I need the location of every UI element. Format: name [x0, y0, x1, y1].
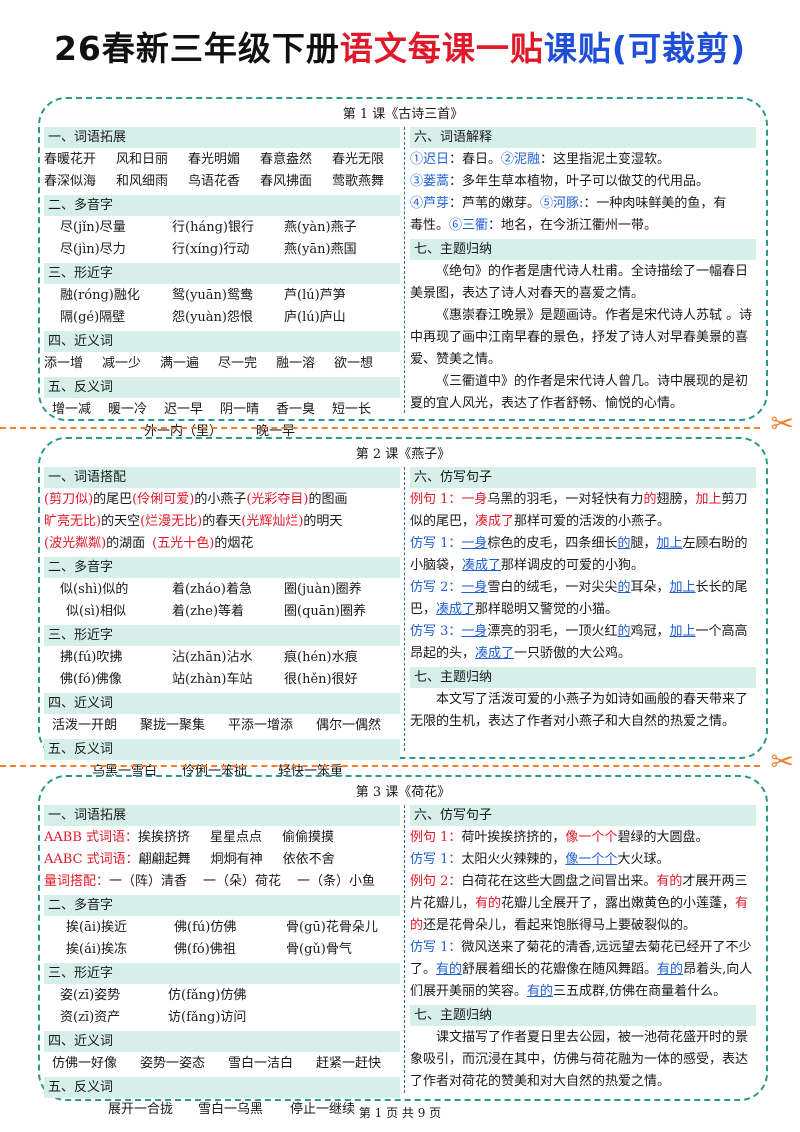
lesson1-right-column: 六、词语解释 ①迟日：春日。②泥融：这里指泥土变湿软。 ③蒌蒿：多年生草本植物，… — [410, 125, 756, 415]
explain-row: ③蒌蒿：多年生草本植物，叶子可以做艾的代用品。 — [410, 174, 710, 189]
similar-char-row: 姿(zī)姿势 仿(fǎng)仿佛 — [60, 988, 247, 1003]
synonym-row: 活泼一开朗 聚拢一聚集 平添一增添 偶尔一偶然 — [52, 718, 382, 733]
section-heading: 一、词语拓展 — [44, 805, 400, 826]
imitation-sentence: 仿写 2：一身雪白的绒毛，一对尖尖的耳朵，加上长长的尾巴，凑成了那样聪明又警觉的… — [410, 580, 748, 617]
polyphone-row: 似(shì)似的 着(zháo)着急 圈(juàn)圈养 — [60, 582, 362, 597]
section-heading: 六、仿写句子 — [410, 805, 756, 826]
match-row: 旷亮无比)的天空 (烂漫无比)的春天 (光辉灿烂)的明天 — [44, 514, 343, 529]
theme-paragraph: 本文写了活泼可爱的小燕子为如诗如画般的春天带来了无限的生机，表达了作者对小燕子和… — [410, 692, 749, 729]
title-part-3: 课贴(可裁剪) — [543, 29, 747, 68]
theme-paragraph: 《三衢道中》的作者是宋代诗人曾几。诗中展现的是初夏的宜人风光，表达了作者舒畅、愉… — [410, 374, 749, 411]
section-heading: 二、多音字 — [44, 195, 400, 216]
column-divider — [404, 805, 405, 1093]
lesson1-card: 第 1 课《古诗三首》 一、词语拓展 春暖花开 风和日丽 春光明媚 春意盎然 春光无限 … — [38, 97, 768, 439]
scissors-icon: ✂ — [770, 745, 794, 778]
lesson1-left-column: 一、词语拓展 春暖花开 风和日丽 春光明媚 春意盎然 春光无限 春深似海 和风细雨 鸟语花香… — [44, 125, 400, 443]
theme-paragraph: 《绝句》的作者是唐代诗人杜甫。全诗描绘了一幅春日美景图，表达了诗人对春天的喜爱之… — [410, 264, 749, 301]
imitation-sentence: 仿写 1：微风送来了菊花的清香,远远望去菊花已经开了不少了。有的舒展着细长的花瓣… — [410, 940, 753, 999]
title-part-1: 26春新三年级下册 — [53, 29, 340, 68]
match-row: (波光粼粼)的湖面 (五光十色)的烟花 — [44, 536, 254, 551]
section-heading: 七、主题归纳 — [410, 239, 756, 260]
lesson3-card: 第 3 课《荷花》 一、词语拓展 AABB 式词语：挨挨挤挤 星星点点 偷偷摸摸 A… — [38, 775, 768, 1117]
imitation-sentence: 仿写 1：太阳火火辣辣的，像一个个大火球。 — [410, 852, 670, 867]
lesson2-left-column: 一、词语搭配 (剪刀似)的尾巴 (伶俐可爱)的小燕子 (光彩夺目)的图画 旷亮无… — [44, 465, 400, 783]
lesson3-right-column: 六、仿写句子 例句 1：荷叶挨挨挤挤的，像一个个碧绿的大圆盘。 仿写 1：太阳火… — [410, 803, 756, 1093]
word-row: AABC 式词语：翩翩起舞 炯炯有神 依依不舍 — [44, 852, 335, 867]
word-row: 春深似海 和风细雨 鸟语花香 春风拂面 莺歌燕舞 — [44, 174, 385, 189]
imitation-sentence: 仿写 1：一身棕色的皮毛，四条细长的腿，加上左顾右盼的小脑袋，凑成了那样调皮的可… — [410, 536, 748, 573]
page-footer: 第 1 页 共 9 页 — [358, 1106, 442, 1120]
section-heading: 七、主题归纳 — [410, 1005, 756, 1026]
section-heading: 七、主题归纳 — [410, 667, 756, 688]
section-heading: 四、近义词 — [44, 1031, 400, 1052]
similar-char-row: 融(róng)融化 鸳(yuān)鸳鸯 芦(lú)芦笋 — [60, 288, 346, 303]
antonym-row: 增一减 暖一冷 迟一早 阴一晴 香一臭 短一长 — [52, 402, 372, 417]
section-heading: 五、反义词 — [44, 739, 400, 760]
lesson2-title: 第 2 课《燕子》 — [355, 447, 451, 462]
match-row: (剪刀似)的尾巴 (伶俐可爱)的小燕子 (光彩夺目)的图画 — [44, 492, 348, 507]
similar-char-row: 资(zī)资产 访(fǎng)访问 — [60, 1010, 247, 1025]
example-sentence: 例句 2：白荷花在这些大圆盘之间冒出来。有的才展开两三片花瓣儿，有的花瓣儿全展开… — [410, 874, 749, 933]
polyphone-row: 尽(jìn)尽力 行(xíng)行动 燕(yān)燕国 — [60, 242, 357, 257]
imitation-sentence: 仿写 3：一身漂亮的羽毛，一顶火红的鸡冠，加上一个高高昂起的头，凑成了一只骄傲的… — [410, 624, 748, 661]
section-heading: 一、词语搭配 — [44, 467, 400, 488]
section-heading: 二、多音字 — [44, 895, 400, 916]
example-sentence: 例句 1：一身乌黑的羽毛，一对轻快有力的翅膀，加上剪刀似的尾巴，凑成了那样可爱的… — [410, 492, 748, 529]
section-heading: 三、形近字 — [44, 625, 400, 646]
explain-row: ①迟日：春日。②泥融：这里指泥土变湿软。 — [410, 152, 671, 167]
theme-paragraph: 《惠崇春江晚景》是题画诗。作者是宋代诗人苏轼 。诗中再现了画中江南早春的景色，抒… — [410, 308, 753, 367]
scissors-icon: ✂ — [770, 407, 794, 440]
explain-row: 毒性。⑥三衢：地名，在今浙江衢州一带。 — [410, 218, 658, 233]
lesson3-title: 第 3 课《荷花》 — [355, 785, 451, 800]
example-sentence: 例句 1：荷叶挨挨挤挤的，像一个个碧绿的大圆盘。 — [410, 830, 709, 845]
page-title: 26春新三年级下册语文每课一贴课贴(可裁剪) — [0, 22, 800, 70]
polyphone-row: 挨(āi)挨近 佛(fú)仿佛 骨(gū)花骨朵儿 — [66, 920, 378, 935]
synonym-row: 仿佛一好像 姿势一姿态 雪白一洁白 赶紧一赶快 — [52, 1056, 382, 1071]
section-heading: 五、反义词 — [44, 377, 400, 398]
word-row: 量词搭配：一（阵）清香 一（朵）荷花 一（条）小鱼 — [44, 874, 376, 889]
section-heading: 四、近义词 — [44, 693, 400, 714]
section-heading: 二、多音字 — [44, 557, 400, 578]
theme-paragraph: 课文描写了作者夏日里去公园，被一池荷花盛开时的景象吸引，而沉浸在其中，仿佛与荷花… — [410, 1030, 749, 1089]
similar-char-row: 佛(fó)佛像 站(zhàn)车站 很(hěn)很好 — [60, 672, 358, 687]
word-row: 春暖花开 风和日丽 春光明媚 春意盎然 春光无限 — [44, 152, 385, 167]
section-heading: 六、仿写句子 — [410, 467, 756, 488]
cut-line — [0, 427, 760, 429]
section-heading: 四、近义词 — [44, 331, 400, 352]
column-divider — [404, 127, 405, 413]
polyphone-row: 挨(ái)挨冻 佛(fó)佛祖 骨(gǔ)骨气 — [66, 942, 352, 957]
similar-char-row: 隔(gé)隔壁 怨(yuàn)怨恨 庐(lú)庐山 — [60, 310, 346, 325]
cut-line — [0, 765, 760, 767]
synonym-row: 添一增 减一少 满一遍 尽一完 融一溶 欲一想 — [44, 356, 374, 371]
section-heading: 六、词语解释 — [410, 127, 756, 148]
section-heading: 三、形近字 — [44, 963, 400, 984]
section-heading: 三、形近字 — [44, 263, 400, 284]
title-part-2: 语文每课一贴 — [339, 29, 544, 68]
lesson1-title: 第 1 课《古诗三首》 — [342, 107, 464, 122]
lesson2-card: 第 2 课《燕子》 一、词语搭配 (剪刀似)的尾巴 (伶俐可爱)的小燕子 (光彩… — [38, 437, 768, 779]
section-heading: 一、词语拓展 — [44, 127, 400, 148]
word-row: AABB 式词语：挨挨挤挤 星星点点 偷偷摸摸 — [44, 830, 335, 845]
lesson2-right-column: 六、仿写句子 例句 1：一身乌黑的羽毛，一对轻快有力的翅膀，加上剪刀似的尾巴，凑… — [410, 465, 756, 733]
section-heading: 五、反义词 — [44, 1077, 400, 1098]
antonym-row: 展开一合拢 雪白一乌黑 停止一继续 — [108, 1102, 356, 1117]
polyphone-row: 尽(jǐn)尽量 行(háng)银行 燕(yàn)燕子 — [60, 220, 357, 235]
explain-row: ④芦芽：芦苇的嫩芽。⑤河豚:：一种肉味鲜美的鱼，有 — [410, 196, 727, 211]
column-divider — [404, 467, 405, 751]
lesson3-left-column: 一、词语拓展 AABB 式词语：挨挨挤挤 星星点点 偷偷摸摸 AABC 式词语：翩翩… — [44, 803, 400, 1121]
similar-char-row: 拂(fú)吹拂 沾(zhān)沾水 痕(hén)水痕 — [60, 650, 358, 665]
polyphone-row: 似(sì)相似 着(zhe)等着 圈(quān)圈养 — [66, 604, 366, 619]
